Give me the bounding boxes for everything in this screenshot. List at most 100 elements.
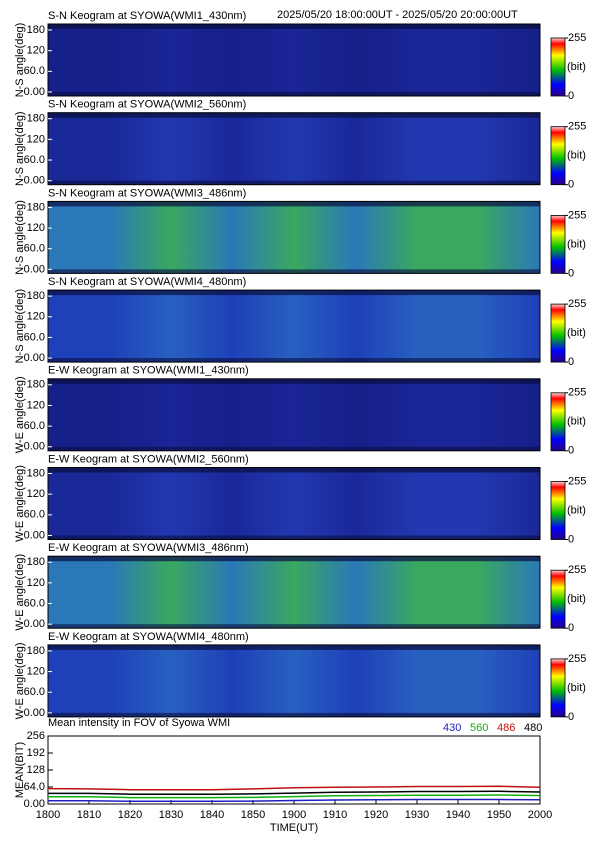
- colorbar: [550, 126, 566, 186]
- y-axis-label: N-S angle(deg): [14, 23, 26, 98]
- y-tick-label: 0.00: [24, 86, 45, 98]
- x-tick-label: 1900: [282, 809, 306, 821]
- keogram-edge: [48, 535, 540, 540]
- keogram-edge: [48, 556, 540, 562]
- y-axis-label: W-E angle(deg): [14, 554, 26, 631]
- y-tick-label: 180: [27, 645, 45, 657]
- colorbar-tick-label: 255: [568, 209, 586, 221]
- colorbar: [550, 481, 566, 540]
- y-tick-label: 180: [27, 467, 45, 479]
- y-axis-label: N-S angle(deg): [14, 289, 26, 364]
- y-tick-label: 120: [27, 222, 45, 234]
- keogram-edge: [48, 358, 540, 363]
- y-tick-label: 120: [27, 45, 45, 57]
- legend-entry: 486: [497, 722, 515, 734]
- y-tick-label: 120: [27, 577, 45, 589]
- keogram-edge: [48, 467, 540, 473]
- keogram-edge: [48, 378, 540, 384]
- y-tick-label: 0.00: [24, 352, 45, 364]
- colorbar: [550, 37, 566, 97]
- colorbar-tick-label: 255: [568, 653, 586, 665]
- y-tick-label: 0.00: [24, 175, 45, 187]
- panel-title: S-N Keogram at SYOWA(WMI4_480nm): [48, 276, 246, 288]
- keogram-edge: [48, 92, 540, 96]
- x-tick-label: 1940: [446, 809, 470, 821]
- colorbar: [550, 303, 566, 363]
- y-axis-label: W-E angle(deg): [14, 465, 26, 542]
- y-axis-label: N-S angle(deg): [14, 111, 26, 186]
- colorbar: [550, 392, 566, 452]
- y-axis-label: N-S angle(deg): [14, 200, 26, 275]
- colorbar-tick-label: 0: [568, 356, 574, 368]
- y-tick-label: 0.00: [24, 263, 45, 275]
- colorbar-tick-label: 255: [568, 32, 586, 44]
- y-tick-label: 120: [27, 311, 45, 323]
- x-axis-label: TIME(UT): [270, 822, 318, 834]
- colorbar-tick-label: 0: [568, 445, 574, 457]
- colorbar-tick-label: 0: [568, 90, 574, 102]
- keogram-image: [48, 378, 540, 451]
- y-tick-label: 60.0: [24, 509, 45, 521]
- y-tick-label: 192: [27, 747, 45, 759]
- y-tick-label: 60.0: [24, 243, 45, 255]
- keogram-image: [48, 201, 540, 274]
- colorbar-label: (bit): [567, 593, 586, 605]
- colorbar-label: (bit): [567, 238, 586, 250]
- x-tick-label: 1920: [364, 809, 388, 821]
- colorbar: [550, 214, 566, 274]
- keogram-edge: [48, 180, 540, 185]
- series-line: [48, 794, 541, 799]
- colorbar-label: (bit): [567, 416, 586, 428]
- colorbar-tick-label: 255: [568, 564, 586, 576]
- y-axis-label: W-E angle(deg): [14, 642, 26, 719]
- keogram-edge: [48, 624, 540, 629]
- keogram-image: [48, 644, 540, 717]
- x-tick-label: 1850: [241, 809, 265, 821]
- y-tick-label: 180: [27, 113, 45, 125]
- x-tick-label: 1820: [118, 809, 142, 821]
- panel-frame: [47, 378, 541, 452]
- colorbar-tick-label: 255: [568, 475, 586, 487]
- x-tick-label: 1930: [405, 809, 429, 821]
- panel-title: E-W Keogram at SYOWA(WMI3_486nm): [48, 542, 249, 554]
- colorbar: [550, 658, 566, 718]
- keogram-edge: [48, 112, 540, 118]
- panel-frame: [47, 555, 541, 629]
- colorbar-tick-label: 0: [568, 179, 574, 191]
- colorbar-tick-label: 0: [568, 533, 574, 545]
- panel-frame: [47, 112, 541, 186]
- legend-entry: 480: [524, 722, 542, 734]
- keogram-edge: [48, 290, 540, 296]
- colorbar-label: (bit): [567, 682, 586, 694]
- panel-title: S-N Keogram at SYOWA(WMI1_430nm): [48, 10, 246, 22]
- colorbar-label: (bit): [567, 504, 586, 516]
- colorbar-tick-label: 0: [568, 622, 574, 634]
- x-tick-label: 1830: [159, 809, 183, 821]
- x-tick-label: 1840: [200, 809, 224, 821]
- keogram-edge: [48, 712, 540, 717]
- colorbar: [550, 569, 566, 629]
- y-tick-label: 0.00: [24, 798, 45, 810]
- y-tick-label: 0.00: [24, 441, 45, 453]
- keogram-edge: [48, 269, 540, 274]
- x-tick-label: 1800: [36, 809, 60, 821]
- colorbar-label: (bit): [567, 327, 586, 339]
- colorbar-tick-label: 255: [568, 298, 586, 310]
- y-tick-label: 120: [27, 488, 45, 500]
- keogram-edge: [48, 446, 540, 451]
- x-tick-label: 1810: [77, 809, 101, 821]
- colorbar-label: (bit): [567, 61, 586, 73]
- panel-frame: [47, 467, 541, 540]
- keogram-edge: [48, 644, 540, 650]
- chart-title: Mean intensity in FOV of Syowa WMI: [48, 717, 230, 729]
- legend-entry: 560: [470, 722, 488, 734]
- x-tick-label: 1950: [487, 809, 511, 821]
- y-tick-label: 0.00: [24, 618, 45, 630]
- panel-frame: [47, 644, 541, 718]
- y-tick-label: 180: [27, 24, 45, 36]
- panel-title: E-W Keogram at SYOWA(WMI2_560nm): [48, 453, 249, 465]
- panel-frame: [47, 23, 541, 97]
- series-line: [48, 790, 541, 795]
